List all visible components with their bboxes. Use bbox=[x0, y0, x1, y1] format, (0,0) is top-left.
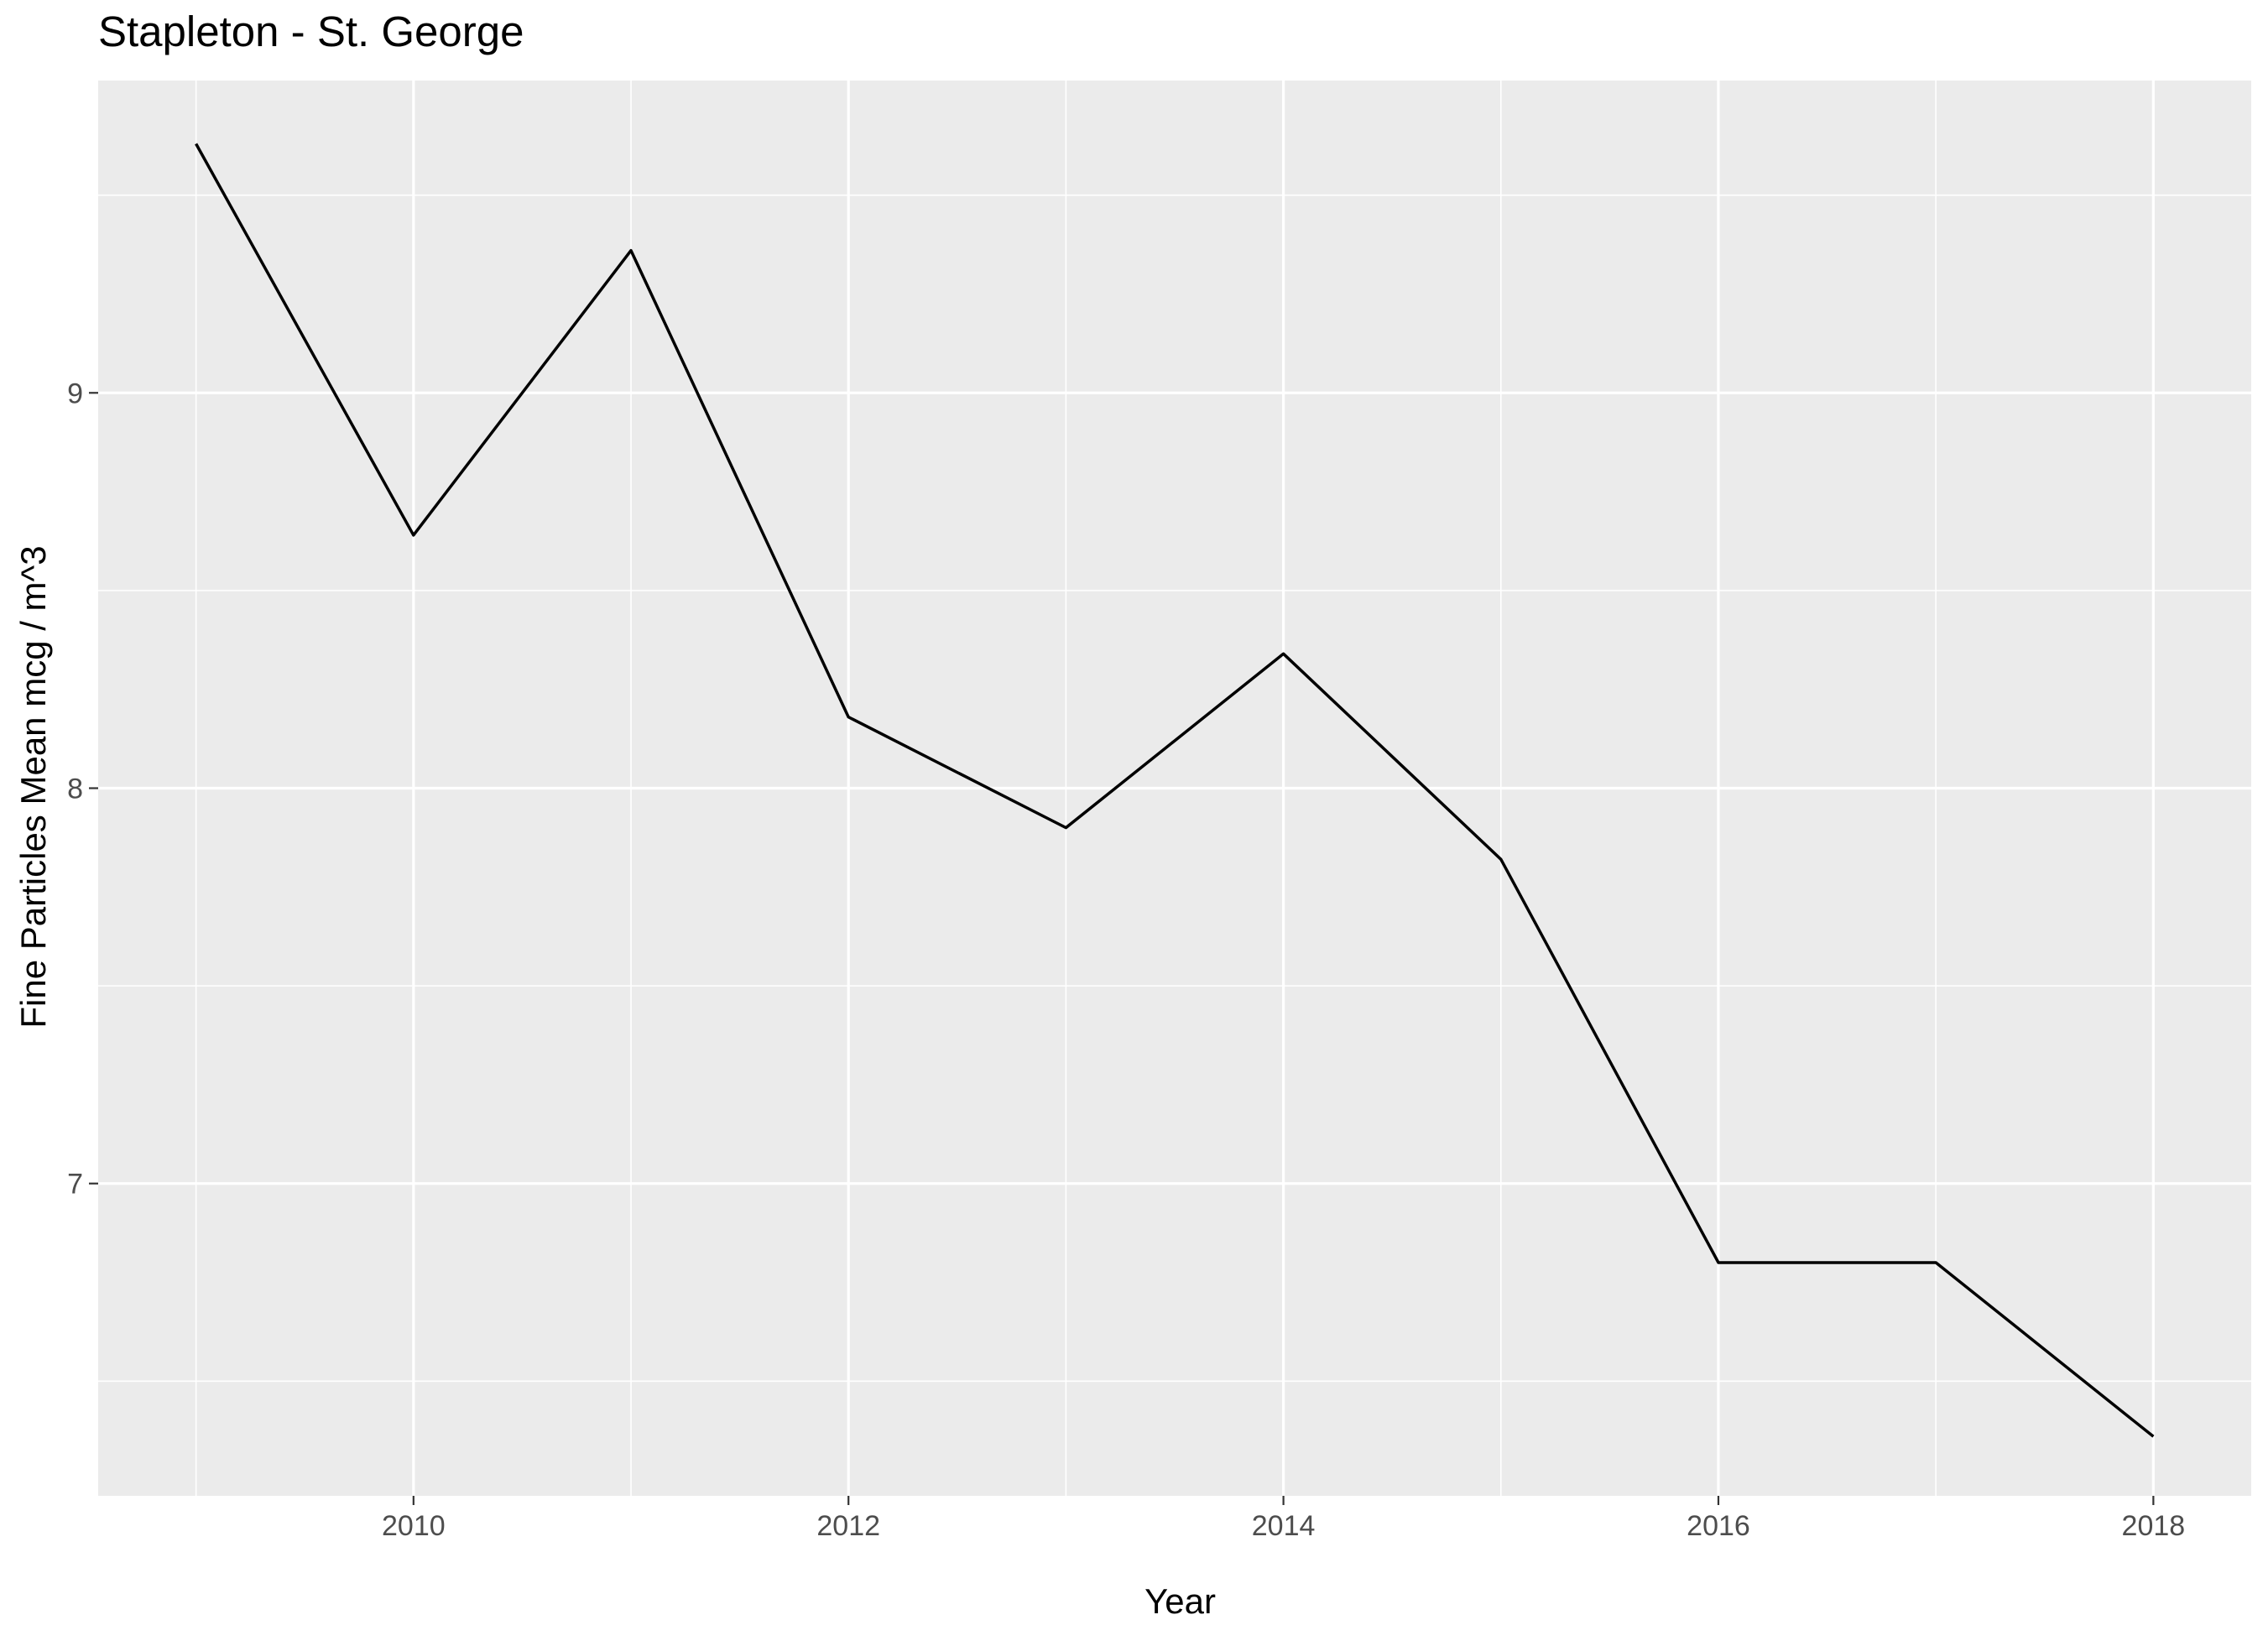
x-tick-label: 2014 bbox=[1252, 1510, 1316, 1542]
data-point bbox=[1064, 826, 1067, 830]
minor-gridlines bbox=[98, 81, 2251, 1496]
x-tick-label: 2018 bbox=[2122, 1510, 2186, 1542]
series-line bbox=[195, 143, 2155, 1438]
data-point bbox=[847, 716, 850, 719]
y-tick-label: 9 bbox=[67, 378, 83, 409]
x-tick-label: 2010 bbox=[382, 1510, 446, 1542]
x-axis-title: Year bbox=[1144, 1581, 1216, 1621]
data-point bbox=[1499, 857, 1503, 861]
y-tick-label: 7 bbox=[67, 1169, 83, 1201]
x-axis: 2010 2012 2014 2016 2018 bbox=[382, 1496, 2185, 1542]
y-axis: 7 8 9 bbox=[67, 378, 98, 1201]
y-axis-title: Fine Particles Mean mcg / m^3 bbox=[13, 545, 53, 1029]
data-point bbox=[2151, 1435, 2155, 1438]
data-point bbox=[195, 142, 198, 145]
data-point bbox=[1717, 1261, 1720, 1264]
data-point bbox=[412, 534, 415, 537]
data-point bbox=[1282, 652, 1285, 655]
x-tick-label: 2012 bbox=[816, 1510, 880, 1542]
chart-title: Stapleton - St. George bbox=[98, 8, 524, 55]
y-tick-label: 8 bbox=[67, 774, 83, 805]
data-point bbox=[629, 249, 633, 253]
major-gridlines bbox=[98, 81, 2251, 1496]
data-point bbox=[1934, 1261, 1937, 1264]
x-tick-label: 2016 bbox=[1687, 1510, 1750, 1542]
